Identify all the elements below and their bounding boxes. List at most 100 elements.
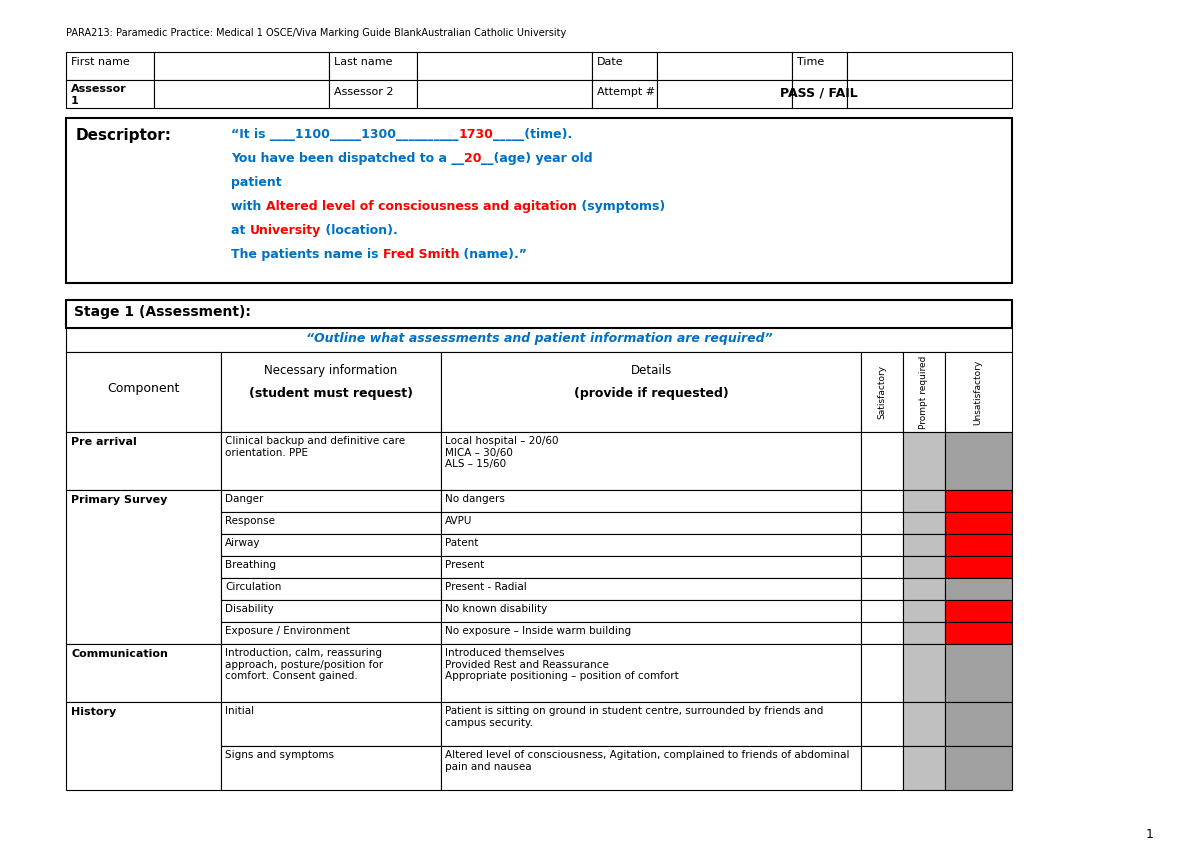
Text: Response: Response	[226, 516, 275, 526]
Text: Introduced themselves
Provided Rest and Reassurance
Appropriate positioning – po: Introduced themselves Provided Rest and …	[445, 648, 679, 681]
Bar	[904, 644, 946, 702]
Text: Time: Time	[797, 57, 824, 67]
Bar	[862, 490, 904, 512]
Text: No known disability: No known disability	[445, 604, 547, 614]
Text: Satisfactory: Satisfactory	[877, 365, 887, 419]
Bar	[221, 512, 442, 534]
Text: at: at	[230, 224, 250, 237]
Bar	[946, 512, 1012, 534]
Text: No dangers: No dangers	[445, 494, 505, 504]
Text: Breathing: Breathing	[226, 560, 276, 570]
Bar	[221, 534, 442, 556]
Bar	[904, 432, 946, 490]
Bar	[592, 80, 658, 108]
Bar	[946, 746, 1012, 790]
Bar	[418, 80, 592, 108]
Text: Component: Component	[107, 382, 179, 395]
Text: PASS / FAIL: PASS / FAIL	[780, 87, 858, 100]
Text: (name).”: (name).”	[460, 248, 527, 261]
Bar	[946, 622, 1012, 644]
Bar	[442, 746, 862, 790]
Bar	[442, 490, 862, 512]
Bar	[658, 80, 792, 108]
Text: (symptoms): (symptoms)	[577, 200, 665, 213]
Text: _____(time).: _____(time).	[493, 128, 572, 141]
Bar	[418, 52, 592, 80]
Text: 1730: 1730	[458, 128, 493, 141]
Bar	[221, 746, 442, 790]
Bar	[862, 512, 904, 534]
Text: Airway: Airway	[226, 538, 260, 548]
Text: Exposure / Environment: Exposure / Environment	[226, 626, 350, 636]
Bar	[442, 556, 862, 578]
Bar	[221, 490, 442, 512]
Text: Pre arrival: Pre arrival	[71, 437, 137, 447]
Text: Date: Date	[598, 57, 624, 67]
Bar	[154, 80, 329, 108]
Text: Altered level of consciousness, Agitation, complained to friends of abdominal
pa: Altered level of consciousness, Agitatio…	[445, 750, 850, 772]
Bar	[862, 600, 904, 622]
Bar	[221, 352, 442, 432]
Bar	[442, 600, 862, 622]
Text: Prompt required: Prompt required	[919, 355, 929, 429]
Bar	[66, 644, 221, 702]
Text: “Outline what assessments and patient information are required”: “Outline what assessments and patient in…	[306, 332, 773, 345]
Bar	[904, 352, 946, 432]
Text: First name: First name	[71, 57, 130, 67]
Bar	[66, 52, 154, 80]
Bar	[904, 746, 946, 790]
Text: __(age) year old: __(age) year old	[481, 152, 593, 165]
Text: Assessor
1: Assessor 1	[71, 84, 127, 106]
Text: with: with	[230, 200, 265, 213]
Bar	[946, 702, 1012, 746]
Bar	[862, 746, 904, 790]
Text: patient: patient	[230, 176, 282, 189]
Bar	[221, 644, 442, 702]
Text: The patients name is: The patients name is	[230, 248, 383, 261]
Bar	[847, 80, 1012, 108]
Bar	[946, 432, 1012, 490]
Bar	[904, 578, 946, 600]
Bar	[904, 490, 946, 512]
Bar	[847, 52, 1012, 80]
Bar	[862, 556, 904, 578]
Text: Initial: Initial	[226, 706, 254, 716]
Bar	[904, 512, 946, 534]
Text: Danger: Danger	[226, 494, 263, 504]
Bar	[904, 556, 946, 578]
Text: Local hospital – 20/60
MICA – 30/60
ALS – 15/60: Local hospital – 20/60 MICA – 30/60 ALS …	[445, 436, 558, 469]
Text: Patient is sitting on ground in student centre, surrounded by friends and
campus: Patient is sitting on ground in student …	[445, 706, 823, 728]
Bar	[946, 644, 1012, 702]
Text: Unsatisfactory: Unsatisfactory	[973, 360, 983, 425]
Bar	[221, 600, 442, 622]
Bar	[221, 432, 442, 490]
Text: PARA213: Paramedic Practice: Medical 1 OSCE/Viva Marking Guide BlankAustralian C: PARA213: Paramedic Practice: Medical 1 O…	[66, 28, 566, 38]
Bar	[792, 52, 847, 80]
Text: Necessary information: Necessary information	[264, 364, 397, 377]
Text: Assessor 2: Assessor 2	[334, 87, 394, 97]
Bar	[904, 600, 946, 622]
Bar	[66, 432, 221, 490]
Text: Introduction, calm, reassuring
approach, posture/position for
comfort. Consent g: Introduction, calm, reassuring approach,…	[226, 648, 383, 681]
Bar	[66, 118, 1012, 283]
Bar	[329, 52, 418, 80]
Bar	[66, 300, 1012, 328]
Bar	[154, 52, 329, 80]
Text: AVPU: AVPU	[445, 516, 473, 526]
Text: (provide if requested): (provide if requested)	[574, 387, 728, 400]
Bar	[221, 578, 442, 600]
Text: University: University	[250, 224, 322, 237]
Bar	[221, 622, 442, 644]
Bar	[66, 490, 221, 644]
Bar	[862, 578, 904, 600]
Text: Details: Details	[630, 364, 672, 377]
Text: (location).: (location).	[322, 224, 397, 237]
Text: Disability: Disability	[226, 604, 274, 614]
Bar	[658, 52, 792, 80]
Bar	[946, 534, 1012, 556]
Bar	[329, 80, 418, 108]
Bar	[904, 622, 946, 644]
Text: No exposure – Inside warm building: No exposure – Inside warm building	[445, 626, 631, 636]
Bar	[862, 534, 904, 556]
Text: “It is ____1100_____1300__________: “It is ____1100_____1300__________	[230, 128, 458, 141]
